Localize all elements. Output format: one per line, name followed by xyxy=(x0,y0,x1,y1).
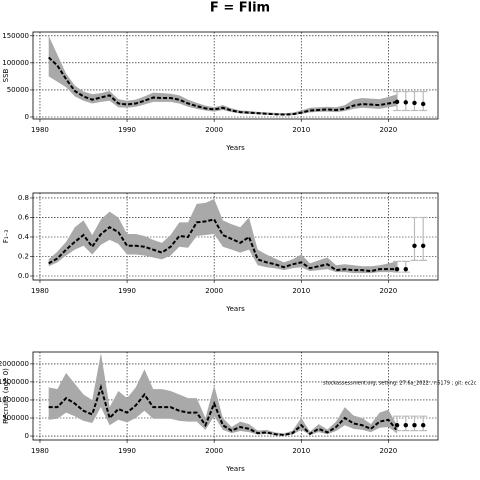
forecast-point xyxy=(420,243,426,248)
x-tick-label: 2010 xyxy=(292,447,310,455)
y-tick-label: 1000000 xyxy=(0,396,29,404)
x-tick-label: 1990 xyxy=(118,287,136,295)
forecast-point xyxy=(412,423,417,428)
y-tick-label: 0.6 xyxy=(18,213,30,221)
y-tick-label: 500000 xyxy=(2,414,29,422)
y-tick-label: 0 xyxy=(25,113,29,121)
confidence-band xyxy=(48,35,398,116)
x-tick-label: 2010 xyxy=(292,287,310,295)
x-axis-label: Years xyxy=(225,465,245,473)
x-tick-label: 2000 xyxy=(205,447,223,455)
estimate-line xyxy=(47,56,398,116)
y-axis-label: SSB xyxy=(2,68,10,82)
forecast-point xyxy=(403,100,408,105)
y-tick-label: 1500000 xyxy=(0,378,29,386)
y-tick-label: 0.4 xyxy=(18,233,30,241)
y-axis-label: Recruits (age 0) xyxy=(2,368,10,424)
x-tick-label: 2000 xyxy=(205,126,223,134)
x-tick-label: 2010 xyxy=(292,126,310,134)
y-tick-label: 0 xyxy=(25,432,29,440)
plot-frame xyxy=(32,31,439,120)
plot-frame xyxy=(32,351,439,441)
x-tick-label: 1990 xyxy=(118,126,136,134)
annotation: stockassessment.org, setting: 27.6a_2022… xyxy=(323,380,477,386)
forecast-point xyxy=(412,100,417,106)
x-axis-label: Years xyxy=(225,305,245,313)
y-tick-label: 0.0 xyxy=(18,272,29,280)
y-tick-label: 100000 xyxy=(2,59,29,67)
plot-frame xyxy=(32,192,439,281)
x-axis-label: Years xyxy=(225,144,245,152)
forecast-point xyxy=(394,99,400,105)
forecast-point xyxy=(412,243,417,248)
confidence-band xyxy=(48,353,398,436)
y-tick-label: 2000000 xyxy=(0,360,29,368)
x-tick-label: 2020 xyxy=(379,447,397,455)
forecast-point xyxy=(420,423,426,428)
forecast-point xyxy=(394,423,400,428)
forecast-point xyxy=(420,101,426,107)
forecast-point xyxy=(403,423,408,428)
forecast-point xyxy=(394,266,400,272)
x-tick-label: 2020 xyxy=(379,126,397,134)
x-tick-label: 2000 xyxy=(205,287,223,295)
x-tick-label: 1980 xyxy=(31,287,49,295)
x-tick-label: 2020 xyxy=(379,287,397,295)
estimate-line xyxy=(48,218,398,273)
y-tick-label: 50000 xyxy=(7,86,29,94)
y-tick-label: 150000 xyxy=(2,32,29,40)
y-tick-label: 0.2 xyxy=(18,252,29,260)
figure-title: F = Flim xyxy=(210,1,270,16)
y-axis-label: F₁₋₃ xyxy=(2,230,10,244)
x-tick-label: 1980 xyxy=(31,447,49,455)
x-tick-label: 1980 xyxy=(31,126,49,134)
y-tick-label: 0.8 xyxy=(18,194,29,202)
forecast-point xyxy=(403,266,408,272)
x-tick-label: 1990 xyxy=(118,447,136,455)
